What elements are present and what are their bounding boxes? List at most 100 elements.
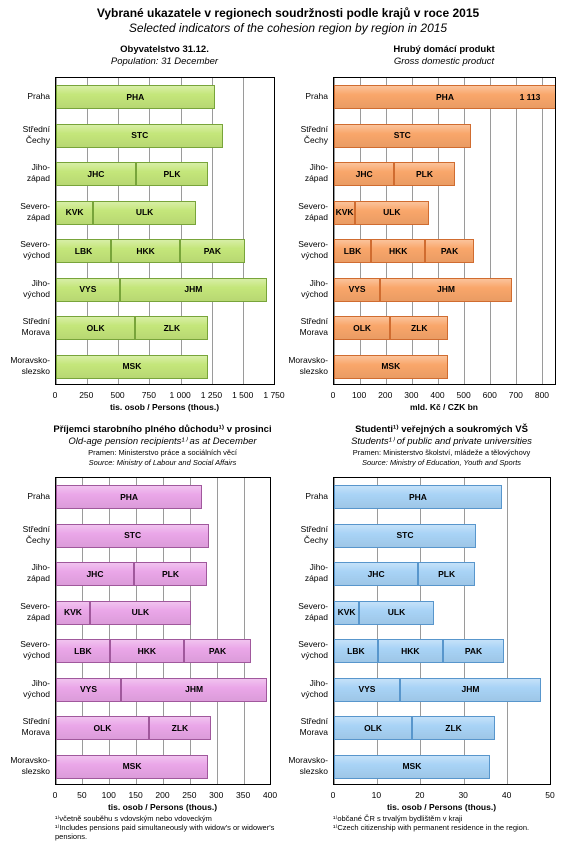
segment-label: ULK bbox=[135, 207, 154, 218]
x-tick-label: 250 bbox=[79, 390, 94, 400]
segment-label: LBK bbox=[74, 645, 92, 656]
segment-label: ULK bbox=[383, 207, 401, 218]
x-tick-label: 400 bbox=[262, 790, 278, 800]
category-label: Střední Čechy bbox=[300, 523, 328, 545]
category-label: Střední Morava bbox=[21, 316, 50, 338]
category-label: Severo- západ bbox=[20, 600, 50, 622]
segment-label: VYS bbox=[80, 684, 98, 695]
source-cz: Pramen: Ministerstvo školství, mládeže a… bbox=[352, 448, 531, 457]
bar-segment bbox=[334, 523, 476, 548]
category-label: Střední Morava bbox=[299, 716, 328, 738]
segment-label: LBK bbox=[347, 645, 365, 656]
segment-label: STC bbox=[131, 130, 149, 141]
source-cz: Pramen: Ministerstvo práce a sociálních … bbox=[88, 448, 237, 457]
bar-segment bbox=[56, 316, 136, 341]
x-tick-label: 30 bbox=[458, 790, 468, 800]
segment-label: JHM bbox=[184, 284, 203, 295]
bar-segment bbox=[334, 316, 391, 341]
segment-label: ULK bbox=[387, 607, 406, 618]
x-tick-label: 1 250 bbox=[200, 390, 223, 400]
segment-label: JHC bbox=[86, 568, 104, 579]
bar-segment bbox=[334, 677, 400, 702]
x-tick-label: 350 bbox=[236, 790, 251, 800]
segment-label: OLK bbox=[364, 722, 383, 733]
segment-label: OLK bbox=[93, 722, 112, 733]
x-tick-label: 150 bbox=[128, 790, 143, 800]
footnote: ¹⁾Czech citizenship with permanent resid… bbox=[333, 823, 530, 832]
bar-segment bbox=[183, 639, 252, 664]
x-tick-label: 800 bbox=[534, 390, 550, 400]
bar-segment bbox=[334, 162, 395, 187]
x-tick-label: 200 bbox=[378, 390, 393, 400]
category-label: Moravsko- slezsko bbox=[10, 354, 50, 376]
bar-segment bbox=[377, 639, 443, 664]
bar-segment bbox=[135, 162, 209, 187]
segment-label: KVK bbox=[65, 207, 84, 218]
segment-label: MSK bbox=[122, 361, 142, 372]
segment-label: JHC bbox=[355, 168, 373, 179]
bar-segment bbox=[135, 316, 209, 341]
bar-segment bbox=[334, 277, 381, 302]
chart-title: Obyvatelstvo 31.12. bbox=[120, 44, 209, 55]
grid-line bbox=[82, 478, 84, 784]
segment-label: ZLK bbox=[163, 322, 181, 333]
category-label: Severo- západ bbox=[298, 200, 328, 222]
segment-label: ZLK bbox=[411, 322, 428, 333]
x-tick-label: 1 500 bbox=[232, 390, 254, 400]
category-label: Severo- východ bbox=[20, 239, 50, 261]
bar-segment bbox=[355, 200, 429, 225]
segment-label: HKK bbox=[389, 245, 408, 256]
x-tick-label: 0 bbox=[330, 790, 336, 800]
segment-label: LBK bbox=[343, 245, 362, 256]
bar-segment bbox=[442, 639, 505, 664]
x-axis-label: mld. Kč / CZK bn bbox=[410, 402, 478, 412]
bar-segment bbox=[109, 639, 184, 664]
bar-segment bbox=[334, 639, 378, 664]
category-label: Jiho- západ bbox=[304, 562, 328, 584]
x-tick-label: 400 bbox=[430, 390, 445, 400]
footnote: ¹⁾občané ČR s trvalým bydlištěm v kraji bbox=[333, 814, 463, 823]
segment-label: ULK bbox=[131, 607, 150, 618]
segment-label: PLK bbox=[163, 168, 181, 179]
x-tick-label: 300 bbox=[404, 390, 419, 400]
segment-label: OLK bbox=[353, 322, 372, 333]
x-tick-label: 750 bbox=[141, 390, 156, 400]
grid-line bbox=[420, 478, 422, 784]
segment-label: ZLK bbox=[445, 722, 462, 733]
bar-segment bbox=[93, 200, 197, 225]
chart-subtitle: Population: 31 December bbox=[110, 56, 219, 67]
grid-line bbox=[180, 78, 182, 384]
x-tick-label: 10 bbox=[371, 790, 382, 800]
segment-label: PAK bbox=[208, 645, 227, 656]
segment-label: JHM bbox=[437, 284, 455, 295]
grid-line bbox=[359, 78, 361, 384]
category-label: Praha bbox=[27, 490, 50, 501]
category-label: Moravsko- slezsko bbox=[10, 754, 50, 776]
segment-label: PAK bbox=[203, 245, 222, 256]
category-label: Jiho- západ bbox=[26, 562, 50, 584]
bar-segment bbox=[121, 677, 268, 702]
bar-segment bbox=[380, 277, 512, 302]
chart-title: Příjemci starobního plného důchodu¹⁾ v p… bbox=[53, 424, 272, 435]
segment-label: PAK bbox=[440, 245, 459, 256]
chart-title: Hrubý domácí produkt bbox=[393, 44, 495, 55]
grid-line bbox=[136, 478, 138, 784]
segment-label: PHA bbox=[408, 491, 427, 502]
category-label: Severo- východ bbox=[298, 239, 328, 261]
segment-label: JHC bbox=[87, 168, 105, 179]
x-tick-label: 50 bbox=[545, 790, 555, 800]
grid-line bbox=[149, 78, 151, 384]
bar-segment bbox=[390, 316, 449, 341]
category-label: Střední Čechy bbox=[22, 523, 50, 545]
category-label: Severo- západ bbox=[20, 200, 50, 222]
grid-line bbox=[163, 478, 164, 784]
grid-line bbox=[507, 478, 509, 784]
segment-label: VYS bbox=[358, 684, 376, 695]
bar-segment bbox=[133, 562, 208, 587]
plot-area: PHA STC JHC PLK KVK ULK LBK HKK PAK VYS JHM OLK ZLK M… bbox=[55, 477, 271, 785]
bar-segment bbox=[359, 600, 434, 625]
bar-segment bbox=[334, 485, 502, 510]
bar-segment bbox=[56, 600, 90, 625]
bar-segment bbox=[334, 200, 356, 225]
